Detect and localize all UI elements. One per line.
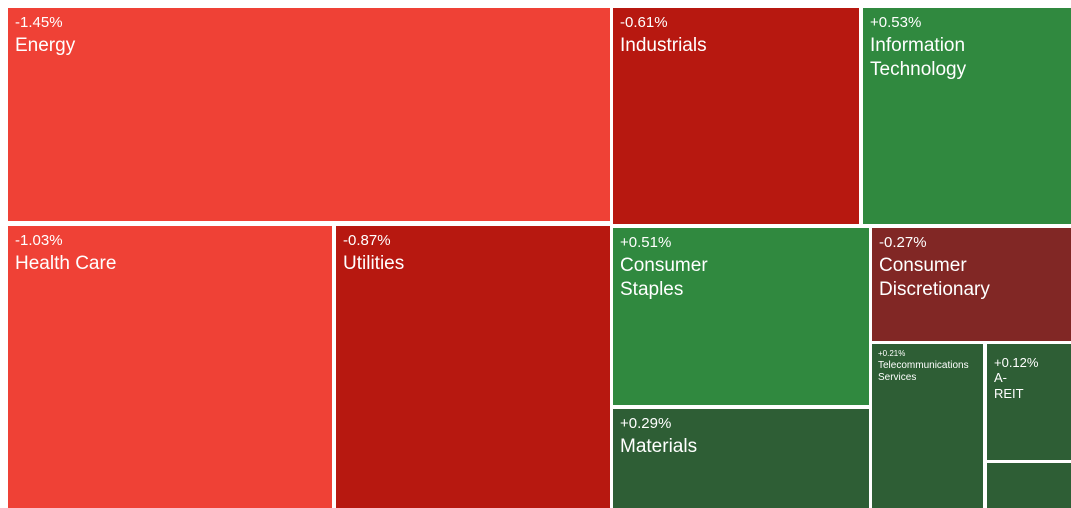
tile-industrials[interactable]: -0.61% Industrials [613, 8, 859, 224]
tile-information-technology[interactable]: +0.53% Information Technology [863, 8, 1071, 224]
tile-a-reit[interactable]: +0.12% A-REIT [987, 344, 1071, 460]
tile-label: Consumer Discretionary [879, 255, 990, 300]
tile-label: A-REIT [994, 370, 1024, 401]
tile-label: Health Care [15, 253, 117, 274]
tile-label: Information Technology [870, 35, 967, 80]
tile-label: Utilities [343, 253, 405, 274]
tile-utilities[interactable]: -0.87% Utilities [336, 226, 610, 508]
tile-label: Consumer Staples [620, 255, 708, 300]
tile-label: Energy [15, 35, 76, 56]
tile-materials[interactable]: +0.29% Materials [613, 409, 869, 508]
tile-change: +0.53% [870, 14, 922, 31]
tile-label: Materials [620, 436, 698, 457]
tile-change: +0.12% [994, 355, 1039, 370]
tile-telecommunications-services[interactable]: +0.21% Telecommunications Services [872, 344, 983, 508]
tile-label: Industrials [620, 35, 707, 56]
tile-change: -0.87% [343, 232, 391, 249]
tile-label: Telecommunications Services [878, 360, 969, 383]
tile-consumer-discretionary[interactable]: -0.27% Consumer Discretionary [872, 228, 1071, 341]
tile-change: -0.61% [620, 14, 668, 31]
tile-consumer-staples[interactable]: +0.51% Consumer Staples [613, 228, 869, 405]
tile-change: +0.29% [620, 415, 672, 432]
tile-health-care[interactable]: -1.03% Health Care [8, 226, 332, 508]
tile-change: +0.51% [620, 234, 672, 251]
tile-change: -1.03% [15, 232, 63, 249]
tile-change: -0.27% [879, 234, 927, 251]
tile-energy[interactable]: -1.45% Energy [8, 8, 610, 221]
tile-unlabeled[interactable] [987, 463, 1071, 508]
tile-change: -1.45% [15, 14, 63, 31]
tile-change: +0.21% [878, 349, 906, 358]
